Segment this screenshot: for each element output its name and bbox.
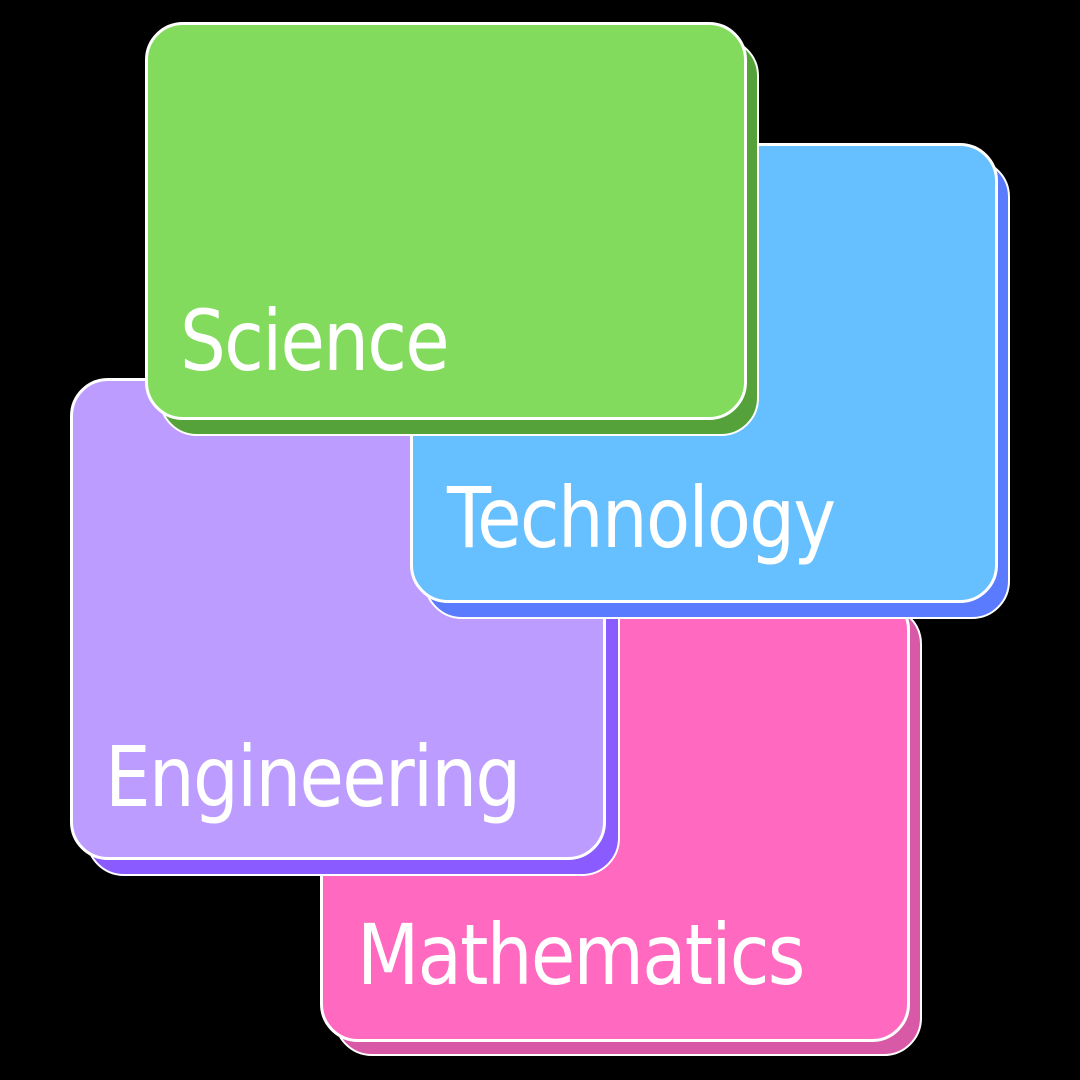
science-card-face: Science [145, 22, 747, 420]
science-label: Science [180, 292, 450, 390]
engineering-label: Engineering [105, 728, 521, 826]
science-card: Science [145, 22, 761, 438]
technology-label: Technology [447, 469, 836, 567]
mathematics-label: Mathematics [357, 906, 805, 1004]
